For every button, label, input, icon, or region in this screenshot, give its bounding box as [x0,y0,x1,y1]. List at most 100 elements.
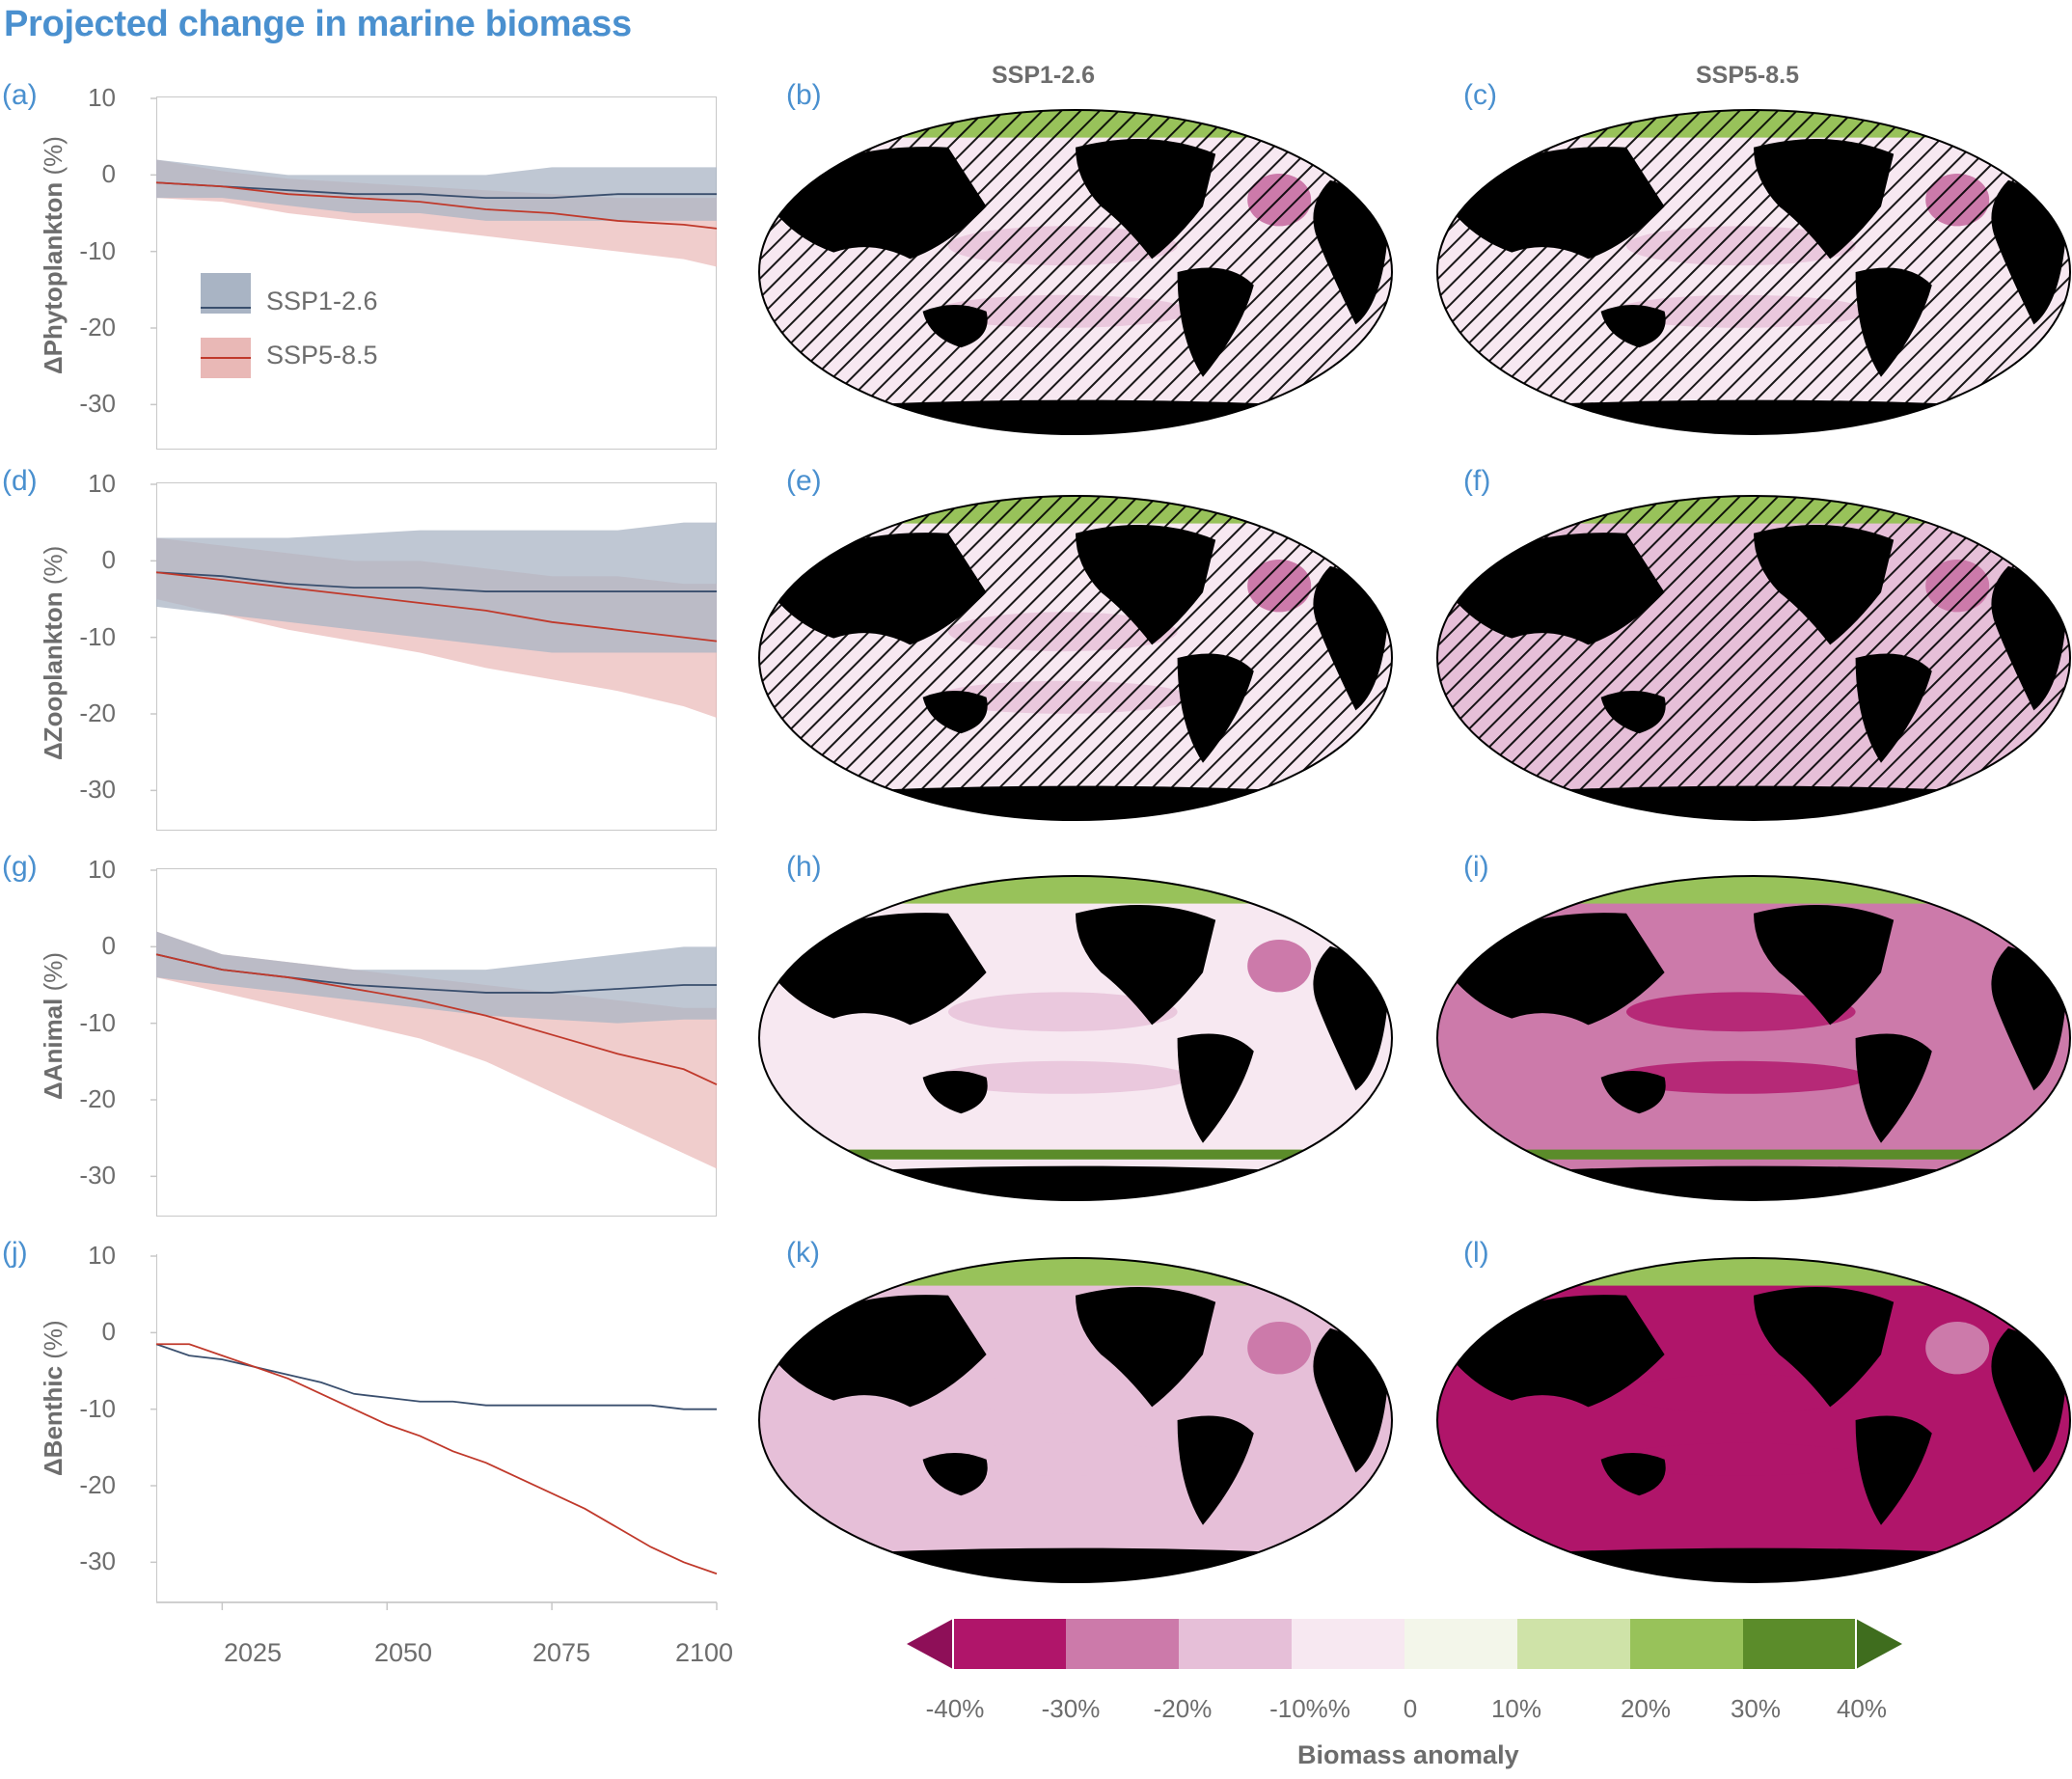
y-tick-label: -20 [79,1470,116,1499]
land-mass [1448,533,1665,645]
land-mass [1991,945,2066,1091]
series-line-ssp126 [155,181,717,200]
page-title: Projected change in marine biomass [4,4,632,44]
colorbar-segment [1404,1619,1517,1669]
map-outline [758,495,1393,821]
panel-label-j: (j) [2,1237,28,1269]
y-tick-label: -30 [79,389,116,419]
land-mass [1600,305,1666,348]
anomaly-region [1626,992,1856,1032]
panel-label-i: (i) [1463,851,1489,883]
map-panel-e [758,495,1393,821]
land-mass [1754,905,1895,1026]
land-mass [1754,139,1895,260]
arctic-increase [759,1258,1392,1286]
land-mass [1076,139,1216,260]
land-mass [1754,1287,1895,1408]
land-mass [1600,1453,1666,1496]
y-tick-label: 0 [101,931,116,961]
map-panel-b [758,109,1393,435]
land-mass [1600,691,1666,734]
legend-line-ssp585 [201,357,251,359]
map-panel-f [1436,495,2071,821]
land-mass [1437,785,2070,820]
anomaly-region [1925,940,1990,993]
y-tick-label: 0 [101,545,116,575]
panel-label-l: (l) [1463,1237,1489,1269]
y-tick-label: -30 [79,1161,116,1191]
map-panel-h [758,875,1393,1201]
map-outline [758,875,1393,1201]
panel-label-h: (h) [786,851,822,883]
map-outline [1436,109,2071,435]
x-tick-2100: 2100 [674,1638,734,1667]
southern-ocean-increase [759,1149,1392,1160]
y-tick-label: -30 [79,775,116,805]
land-mass [770,913,987,1026]
panel-label-d: (d) [2,465,38,497]
land-mass [922,305,988,348]
land-mass [922,691,988,734]
land-mass [1855,1033,1932,1143]
land-mass [1076,1287,1216,1408]
series-line-ssp585 [155,953,718,1085]
map-outline [1436,875,2071,1201]
series-line-ssp585 [155,571,718,643]
panel-label-g: (g) [2,851,38,883]
land-mass [759,1547,1392,1582]
land-mass [1313,1327,1388,1473]
land-mass [770,1295,987,1408]
colorbar-tick-label: -30% [1041,1694,1101,1723]
southern-ocean-increase [1437,1149,2070,1160]
land-mass [1991,565,2066,711]
land-mass [1855,653,1932,763]
land-mass [770,533,987,645]
y-tick-label: 10 [88,855,116,884]
land-mass [759,1165,1392,1200]
anomaly-region [1247,1322,1312,1375]
legend-line-ssp126 [201,307,251,309]
panel-label-c: (c) [1463,79,1497,111]
colorbar-max-arrow [1856,1619,1902,1669]
colorbar-tick-label: 10% [1490,1694,1542,1723]
uncertainty-band-ssp126 [156,159,717,221]
colorbar-tick-label: -20% [1153,1694,1213,1723]
anomaly-region [935,1442,1190,1476]
land-mass [1177,267,1254,377]
land-mass [922,1071,988,1114]
y-tick-label: 10 [88,83,116,112]
panel-label-k: (k) [786,1237,820,1269]
map-outline [758,1257,1393,1583]
land-mass [1991,1327,2066,1473]
y-tick-label: -10 [79,235,116,265]
colorbar-tick-label: 40% [1836,1694,1888,1723]
arctic-increase [1437,876,2070,904]
colorbar-min-arrow [907,1619,953,1669]
land-mass [1076,525,1216,645]
land-mass [1855,267,1932,377]
land-mass [1437,1165,2070,1200]
legend-label-ssp126: SSP1-2.6 [266,287,378,315]
land-mass [1313,945,1388,1091]
x-tick-2075: 2075 [532,1638,591,1667]
land-mass [1448,147,1665,260]
column-header-ssp585: SSP5-8.5 [1696,62,1800,89]
map-outline [1436,1257,2071,1583]
y-tick-label: 0 [101,159,116,189]
y-tick-label: -30 [79,1546,116,1576]
colorbar-segment [1179,1619,1292,1669]
anomaly-region [1925,1322,1990,1375]
colorbar-segment [1066,1619,1179,1669]
y-tick-label: -10 [79,1393,116,1423]
panel-label-b: (b) [786,79,822,111]
plot-frame-phytoplankton [156,96,717,450]
land-mass [1076,905,1216,1026]
anomaly-region [935,1060,1190,1094]
colorbar-tick-label: -40% [925,1694,985,1723]
land-mass [1437,1547,2070,1582]
y-tick-label: -20 [79,698,116,727]
arctic-increase [1437,1258,2070,1286]
panel-label-f: (f) [1463,465,1491,497]
anomaly-region [948,1374,1178,1414]
